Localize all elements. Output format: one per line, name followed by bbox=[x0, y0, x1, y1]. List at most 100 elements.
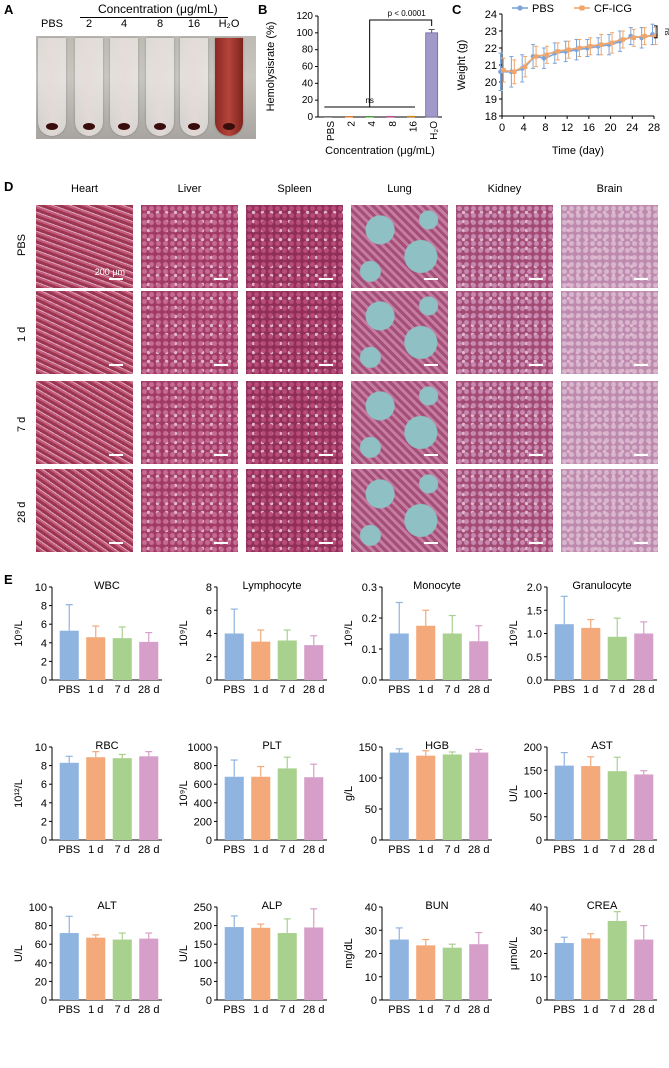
y-axis-title: μmol/L bbox=[508, 937, 520, 970]
scale-bar bbox=[214, 454, 228, 456]
scale-bar bbox=[109, 454, 123, 456]
y-tick-label: 8 bbox=[41, 761, 47, 773]
x-tick-label: 20 bbox=[604, 122, 616, 134]
bar-7-d bbox=[277, 933, 297, 1000]
tube-label-h-o: H₂O bbox=[218, 18, 240, 30]
y-tick-label: 10 bbox=[530, 972, 542, 984]
bar-7-d bbox=[442, 754, 462, 840]
y-tick-label: 2 bbox=[41, 656, 47, 668]
weight-chart: 18 19 20 21 22 23 24 0 4 8 12 16 20 24 28 PBS CF-ICG ns We… bbox=[456, 3, 669, 157]
column-label-kidney: Kidney bbox=[487, 183, 522, 195]
column-label-lung: Lung bbox=[387, 183, 412, 195]
bar-pbs bbox=[59, 762, 79, 840]
row-label-28-d: 28 d bbox=[16, 501, 28, 523]
point-cf-icg bbox=[609, 40, 615, 46]
scale-bar bbox=[109, 542, 123, 544]
legend-marker bbox=[579, 5, 585, 11]
point-cf-icg bbox=[555, 49, 560, 54]
histology-liver-pbs bbox=[141, 205, 238, 288]
tube-label-2: 2 bbox=[85, 18, 93, 30]
y-axis-title: 10¹²/L bbox=[13, 779, 25, 808]
bar-28-d bbox=[634, 633, 654, 680]
x-tick-label: 28 bbox=[648, 122, 660, 134]
y-tick-label: 0 bbox=[41, 995, 47, 1007]
y-tick-label: 1.0 bbox=[527, 629, 542, 641]
chart-title: HGB bbox=[425, 740, 449, 752]
x-tick-label-1-d: 1 d bbox=[88, 844, 103, 856]
point-cf-icg bbox=[620, 37, 626, 42]
bar-28-d bbox=[139, 641, 159, 680]
y-tick-label: 0 bbox=[41, 835, 47, 847]
y-tick-label: 400 bbox=[194, 798, 212, 810]
bar-1-d bbox=[581, 627, 601, 680]
tube-pellet bbox=[154, 123, 166, 130]
scale-bar bbox=[319, 454, 333, 456]
x-tick-label: 8 bbox=[542, 122, 548, 134]
y-tick-label: 30 bbox=[365, 925, 377, 937]
legend-marker bbox=[517, 5, 523, 11]
y-tick-label: 200 bbox=[194, 816, 212, 828]
y-tick-label: 24 bbox=[485, 9, 497, 21]
bar-1-d bbox=[251, 927, 271, 1000]
x-tick-label-7-d: 7 d bbox=[115, 844, 130, 856]
x-tick-label-pbs: PBS bbox=[553, 844, 575, 856]
chart-title: CREA bbox=[587, 900, 618, 912]
y-tick-label: 1000 bbox=[188, 742, 212, 754]
bar-pbs bbox=[224, 927, 244, 1000]
concentration-bracket bbox=[80, 17, 228, 18]
chart-lymphocyte: Lymphocyte 0 2 4 6 8 PBS 1 d 7 d 28 d 10⁹/L bbox=[178, 580, 327, 696]
legend-label-cf-icg: CF-ICG bbox=[594, 3, 632, 15]
scale-bar bbox=[109, 364, 123, 366]
x-tick-label-pbs: PBS bbox=[223, 684, 245, 696]
scale-bar bbox=[109, 278, 123, 280]
y-tick-label: 20 bbox=[485, 77, 497, 89]
x-tick-label: 24 bbox=[626, 122, 638, 134]
bar-7-d bbox=[607, 771, 627, 840]
x-tick-label-7-d: 7 d bbox=[115, 684, 130, 696]
bar-28-d bbox=[469, 641, 489, 680]
y-tick-label: 2.0 bbox=[527, 582, 542, 594]
bar-28-d bbox=[469, 944, 489, 1000]
scale-bar bbox=[424, 364, 438, 366]
tube-label-pbs: PBS bbox=[40, 18, 63, 30]
x-tick-label-16: 16 bbox=[409, 121, 420, 133]
y-tick-label: 40 bbox=[35, 958, 47, 970]
y-tick-label: 80 bbox=[302, 45, 314, 56]
y-tick-label: 2 bbox=[206, 652, 212, 664]
x-tick-label-7-d: 7 d bbox=[280, 1004, 295, 1016]
x-tick-label-pbs: PBS bbox=[326, 121, 337, 141]
x-tick-label-1-d: 1 d bbox=[253, 1004, 268, 1016]
y-tick-label: 60 bbox=[35, 939, 47, 951]
panel-letter-e: E bbox=[4, 572, 13, 587]
chart-title: RBC bbox=[95, 740, 118, 752]
chart-wbc: WBC 0 2 4 6 8 10 PBS 1 d 7 d 28 d 10⁹/L bbox=[13, 580, 162, 696]
y-tick-label: 0.5 bbox=[527, 652, 542, 664]
y-tick-label: 10 bbox=[365, 972, 377, 984]
bar-pbs bbox=[554, 943, 574, 1000]
bar-1-d bbox=[251, 776, 271, 840]
y-axis-title: 10⁹/L bbox=[178, 620, 190, 646]
tube-label-8: 8 bbox=[156, 18, 164, 30]
column-label-heart: Heart bbox=[71, 183, 98, 195]
scale-bar bbox=[634, 454, 648, 456]
chart-alt: ALT 0 20 40 60 80 100 PBS 1 d 7 d 28 d U/L bbox=[13, 900, 162, 1016]
column-label-spleen: Spleen bbox=[277, 183, 312, 195]
histology-liver-7-d bbox=[141, 381, 238, 464]
x-tick-label-1-d: 1 d bbox=[253, 684, 268, 696]
bar-1-d bbox=[251, 641, 271, 680]
scale-bar-label: 200 μm bbox=[94, 267, 125, 277]
x-tick-label-1-d: 1 d bbox=[253, 844, 268, 856]
x-tick-label-28-d: 28 d bbox=[633, 844, 654, 856]
y-tick-label: 30 bbox=[530, 925, 542, 937]
bar-28-d bbox=[634, 774, 654, 840]
y-tick-label: 150 bbox=[524, 765, 542, 777]
bar-1-d bbox=[581, 766, 601, 840]
histology-heart-7-d bbox=[36, 381, 133, 464]
histology-kidney-1-d bbox=[456, 291, 553, 374]
x-tick-label-28-d: 28 d bbox=[633, 1004, 654, 1016]
point-cf-icg bbox=[523, 64, 528, 69]
x-tick-label-h-o: H₂O bbox=[429, 121, 440, 140]
x-tick-label-7-d: 7 d bbox=[115, 1004, 130, 1016]
y-tick-label: 100 bbox=[29, 902, 47, 914]
histology-kidney-7-d bbox=[456, 381, 553, 464]
